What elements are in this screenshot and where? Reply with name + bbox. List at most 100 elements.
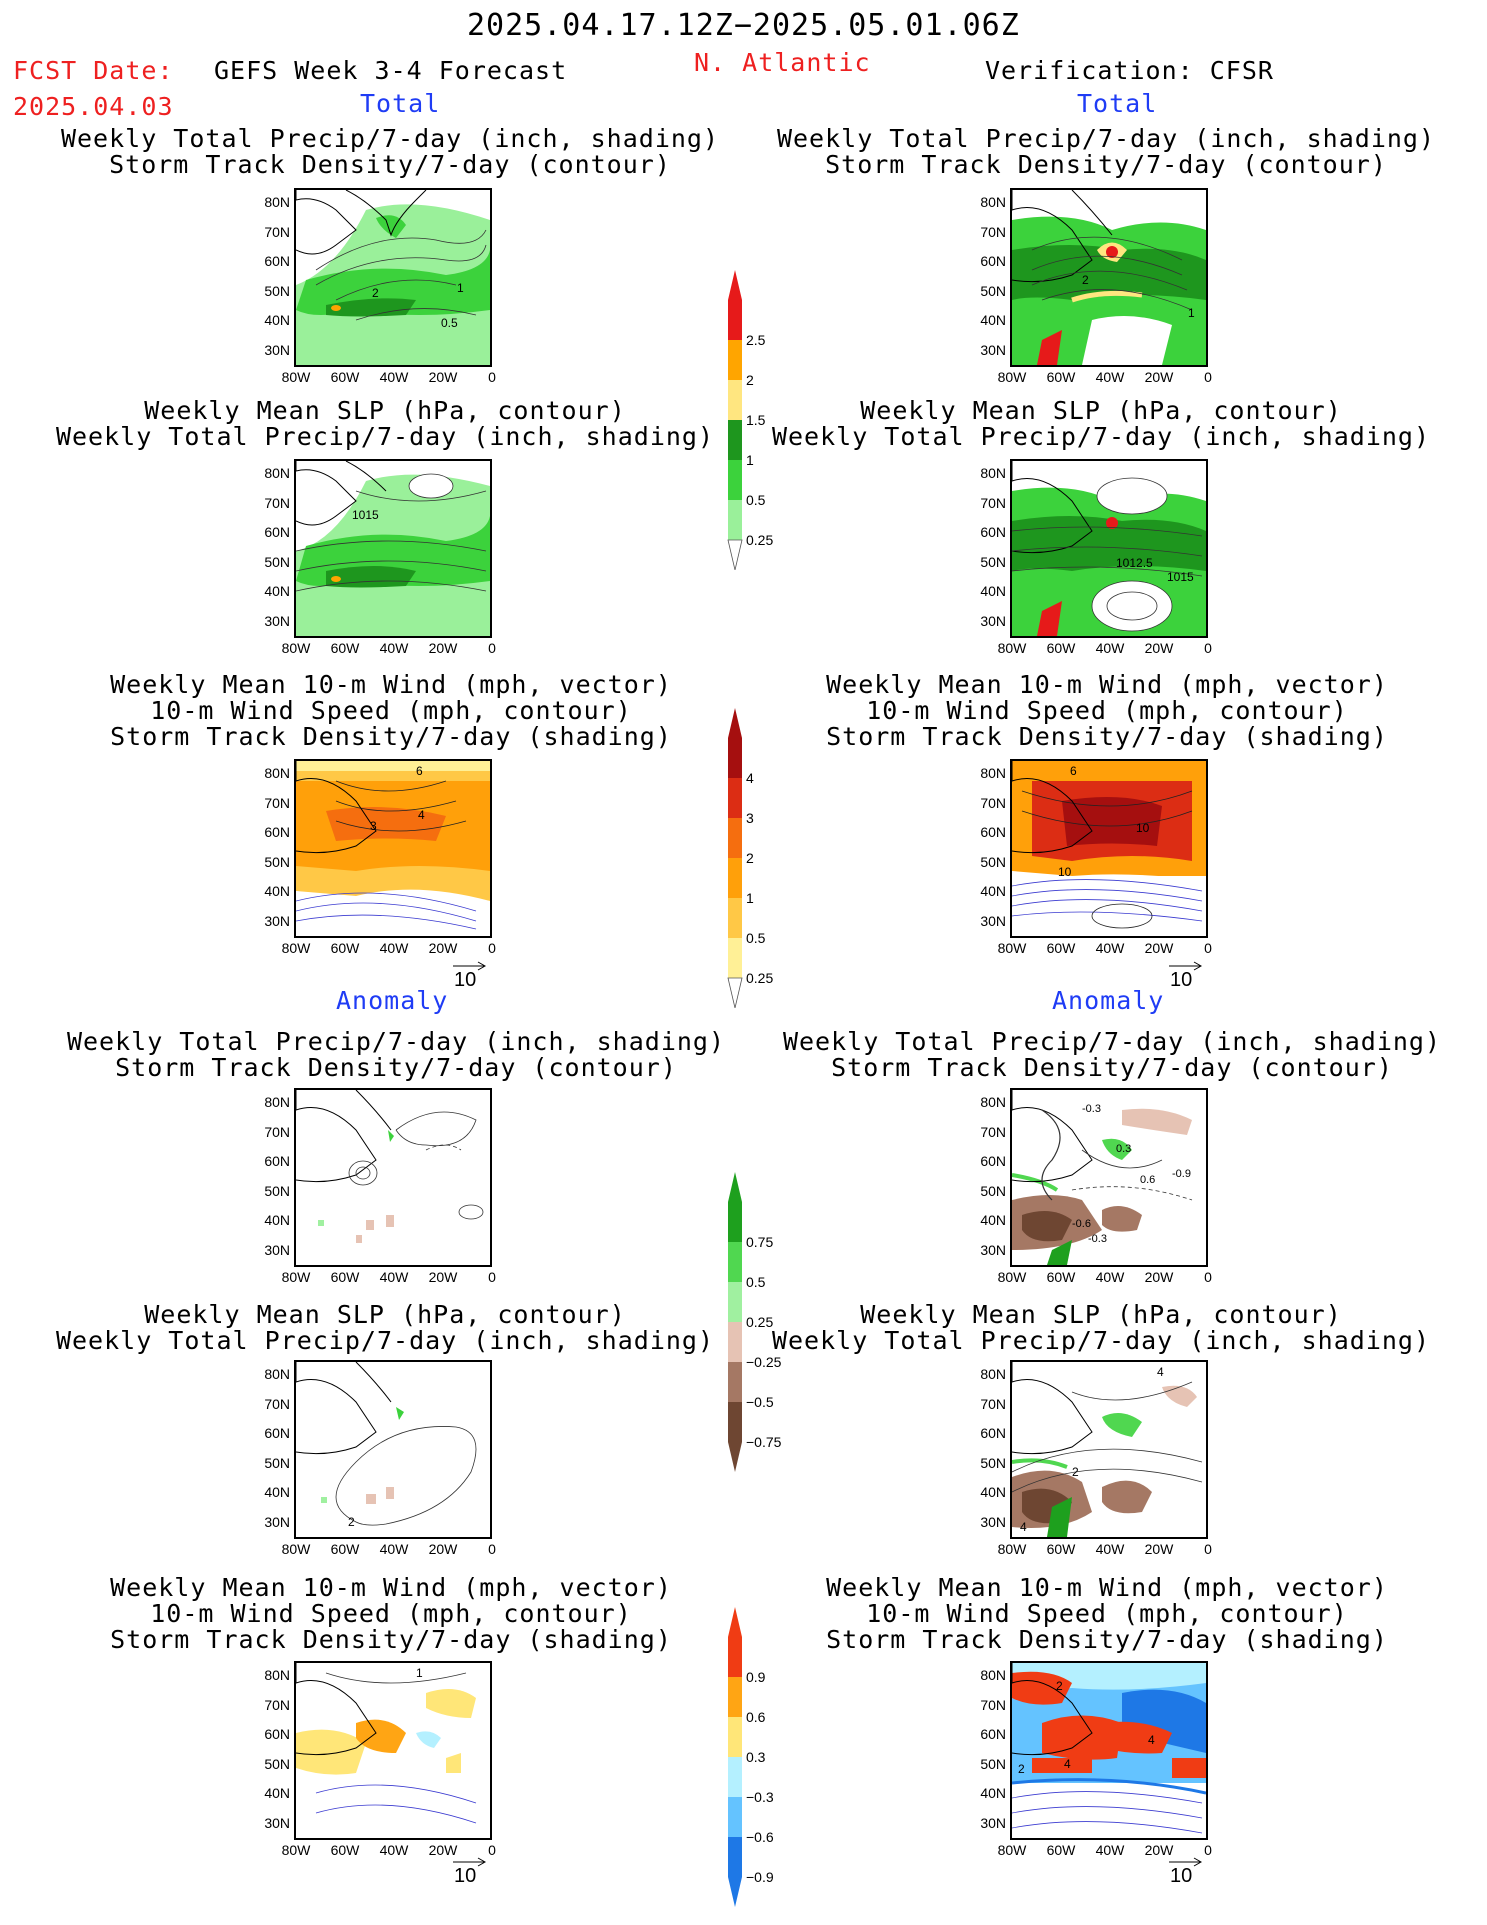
lon-tick-label: 0 xyxy=(488,1541,496,1557)
lat-tick-label: 60N xyxy=(264,1726,290,1742)
lon-tick-label: 20W xyxy=(1144,1541,1174,1557)
lon-tick-label: 60W xyxy=(1046,369,1076,385)
lon-tick-label: 60W xyxy=(1046,640,1076,656)
contour-label: 3 xyxy=(370,819,377,833)
map-anom-precip-right: -0.3 0.3 0.6 -0.9 -0.6 -0.3 xyxy=(1010,1088,1208,1267)
contour-label: 0.6 xyxy=(1140,1174,1155,1186)
lon-tick-label: 0 xyxy=(1204,369,1212,385)
lat-tick-label: 40N xyxy=(264,312,290,328)
contour-label: 6 xyxy=(1070,764,1077,778)
lon-tick-label: 40W xyxy=(379,369,409,385)
colorbar-label: −0.25 xyxy=(746,1354,782,1370)
lat-tick-label: 80N xyxy=(980,465,1006,481)
vector-reference-value: 10 xyxy=(454,1865,477,1887)
lat-tick-label: 70N xyxy=(980,794,1006,811)
contour-label: 2 xyxy=(1018,1762,1025,1776)
colorbar-label: 0.5 xyxy=(746,930,766,946)
lat-tick-label: 60N xyxy=(264,1153,290,1169)
map-total-wind-left: 3 4 6 xyxy=(294,759,492,938)
colorbar-label: 2.5 xyxy=(746,332,766,348)
lat-tick-label: 80N xyxy=(264,1667,290,1683)
lat-tick-label: 70N xyxy=(264,494,290,511)
contour-label: 1015 xyxy=(352,508,379,522)
lon-tick-label: 80W xyxy=(997,1842,1027,1858)
lat-tick-label: 70N xyxy=(264,1395,290,1412)
lon-tick-label: 0 xyxy=(488,940,496,956)
contour-label: -0.9 xyxy=(1172,1168,1191,1180)
colorbar-storm_total xyxy=(727,708,743,1008)
lat-tick-label: 40N xyxy=(980,312,1006,328)
lat-tick-label: 50N xyxy=(980,1454,1006,1471)
map-anom-slp-left: 2 xyxy=(294,1360,492,1539)
colorbar-label: −0.9 xyxy=(746,1869,774,1885)
lon-tick-label: 60W xyxy=(330,1842,360,1858)
map-total-precip-left: 2 1 0.5 xyxy=(294,188,492,367)
lat-tick-label: 40N xyxy=(264,883,290,899)
lon-tick-label: 0 xyxy=(488,1269,496,1285)
lon-tick-label: 80W xyxy=(281,369,311,385)
lat-tick-label: 40N xyxy=(980,1212,1006,1228)
contour-label: -0.6 xyxy=(1072,1218,1091,1230)
lon-tick-label: 60W xyxy=(330,1541,360,1557)
colorbar-label: 2 xyxy=(746,850,754,866)
map-anom-wind-left: 1 xyxy=(294,1661,492,1840)
lat-tick-label: 60N xyxy=(980,524,1006,540)
panel-title-total-precip-right: Weekly Total Precip/7-day (inch, shading… xyxy=(776,124,1436,179)
lon-tick-label: 40W xyxy=(1095,369,1125,385)
colorbar-precip_total xyxy=(727,270,743,570)
lon-tick-label: 40W xyxy=(379,940,409,956)
lon-tick-label: 20W xyxy=(428,1541,458,1557)
lon-tick-label: 20W xyxy=(428,369,458,385)
lon-tick-label: 40W xyxy=(379,640,409,656)
lat-tick-label: 80N xyxy=(264,194,290,210)
lon-tick-label: 80W xyxy=(281,940,311,956)
lon-tick-label: 80W xyxy=(281,1269,311,1285)
lon-tick-label: 0 xyxy=(488,1842,496,1858)
lat-tick-label: 70N xyxy=(980,223,1006,240)
lon-tick-label: 0 xyxy=(1204,640,1212,656)
lon-tick-label: 60W xyxy=(1046,1269,1076,1285)
colorbar-label: 0.3 xyxy=(746,1749,766,1765)
region-title: N. Atlantic xyxy=(694,48,871,77)
lat-tick-label: 80N xyxy=(264,1094,290,1110)
lat-tick-label: 30N xyxy=(264,912,290,929)
vector-reference-value: 10 xyxy=(1170,1865,1193,1887)
vector-reference-arrow xyxy=(1169,961,1203,971)
period-title: 2025.04.17.12Z−2025.05.01.06Z xyxy=(467,8,1020,43)
contour-label: 4 xyxy=(1157,1365,1164,1379)
colorbar-label: 1.5 xyxy=(746,412,766,428)
contour-label: 1 xyxy=(416,1666,423,1680)
lat-tick-label: 50N xyxy=(980,1182,1006,1199)
colorbar-label: 0.25 xyxy=(746,970,774,986)
colorbar-label: 0.5 xyxy=(746,492,766,508)
total-label-left: Total xyxy=(360,89,441,118)
lon-tick-label: 40W xyxy=(1095,1541,1125,1557)
lat-tick-label: 30N xyxy=(264,1814,290,1831)
lat-tick-label: 80N xyxy=(264,465,290,481)
vector-reference-arrow xyxy=(1169,1857,1203,1867)
lon-tick-label: 20W xyxy=(1144,1269,1174,1285)
contour-label: 1 xyxy=(457,281,464,295)
contour-label: 10 xyxy=(1136,821,1150,835)
lon-tick-label: 80W xyxy=(997,369,1027,385)
lat-tick-label: 80N xyxy=(980,194,1006,210)
contour-label: 2 xyxy=(1056,1679,1063,1693)
lat-tick-label: 70N xyxy=(264,1696,290,1713)
lon-tick-label: 20W xyxy=(428,940,458,956)
colorbar-label: 2 xyxy=(746,372,754,388)
colorbar-label: −0.75 xyxy=(746,1434,782,1450)
map-anom-wind-right: 2 4 4 2 xyxy=(1010,1661,1208,1840)
contour-label: 2 xyxy=(372,286,379,300)
lon-tick-label: 0 xyxy=(1204,1541,1212,1557)
lat-tick-label: 80N xyxy=(980,765,1006,781)
lon-tick-label: 0 xyxy=(1204,1269,1212,1285)
colorbar-label: −0.6 xyxy=(746,1829,774,1845)
lat-tick-label: 50N xyxy=(980,853,1006,870)
colorbar-label: 3 xyxy=(746,810,754,826)
contour-label: -0.3 xyxy=(1082,1103,1101,1115)
lat-tick-label: 70N xyxy=(264,794,290,811)
model-title: GEFS Week 3-4 Forecast xyxy=(214,56,568,85)
panel-title-anom-precip-left: Weekly Total Precip/7-day (inch, shading… xyxy=(66,1027,726,1082)
lat-tick-label: 70N xyxy=(980,1123,1006,1140)
colorbar-label: 1 xyxy=(746,890,754,906)
